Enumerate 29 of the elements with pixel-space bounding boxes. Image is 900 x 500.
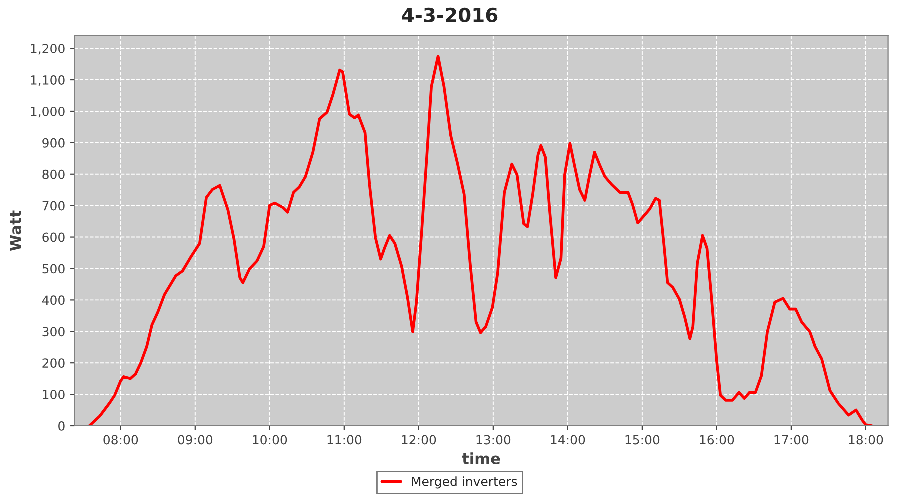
x-tick-label: 13:00	[476, 435, 511, 445]
y-tick-label: 900	[42, 138, 65, 148]
y-tick-label: 1,200	[31, 44, 65, 55]
x-tick-label: 18:00	[849, 435, 884, 445]
y-tick-label: 100	[43, 390, 65, 400]
y-tick-label: 200	[42, 358, 65, 368]
x-tick-label: 11:00	[328, 435, 362, 445]
y-tick-label: 700	[42, 201, 65, 211]
x-tick-label: 16:00	[700, 435, 734, 445]
y-tick-label: 500	[42, 264, 65, 274]
y-tick-label: 400	[42, 296, 65, 306]
y-tick-label: 1,100	[31, 76, 65, 86]
y-tick-label: 600	[42, 232, 65, 242]
line-series	[88, 55, 874, 426]
y-tick-label: 0	[58, 421, 65, 431]
x-tick-label: 15:00	[626, 435, 660, 445]
y-tick-label: 1,000	[31, 106, 65, 118]
x-tick-label: 09:00	[178, 435, 213, 445]
x-tick-label: 10:00	[253, 435, 288, 445]
x-tick-label: 08:00	[104, 435, 138, 445]
legend-label: Merged inverters	[412, 476, 518, 489]
x-tick-label: 14:00	[551, 435, 586, 445]
y-axis-title: Watt	[10, 210, 22, 252]
y-tick-label: 300	[42, 327, 65, 337]
x-tick-label: 17:00	[774, 435, 809, 445]
y-tick-label: 800	[42, 170, 65, 180]
chart-title: 4-3-2016	[402, 8, 498, 23]
x-axis-title: time	[462, 452, 500, 465]
x-tick-label: 12:00	[402, 435, 436, 445]
